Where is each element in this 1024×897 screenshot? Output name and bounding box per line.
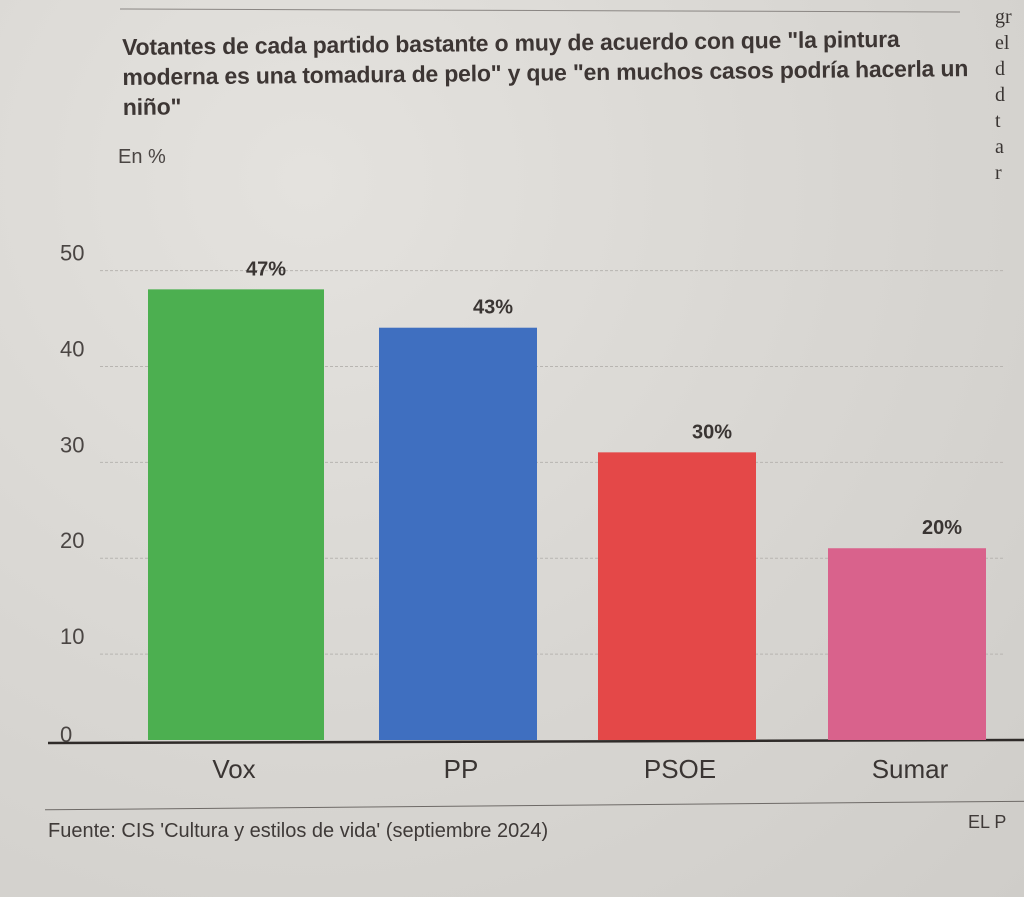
y-tick-label: 30 <box>60 432 84 457</box>
adjacent-column-text: gr el d d t a r <box>995 4 1024 186</box>
x-category-label: Sumar <box>872 754 949 784</box>
y-tick-label: 10 <box>60 624 84 649</box>
side-text-line: gr <box>995 6 1012 28</box>
y-tick-label: 50 <box>60 241 84 266</box>
x-category-label: PP <box>444 754 479 784</box>
side-text-line: r <box>995 162 1002 184</box>
y-tick-label: 20 <box>60 528 84 553</box>
data-label: 47% <box>246 258 286 280</box>
data-label: 30% <box>692 421 732 443</box>
x-axis-line <box>47 738 1024 745</box>
publisher-brand: EL P <box>968 812 1007 832</box>
source-note: Fuente: CIS 'Cultura y estilos de vida' … <box>48 820 549 842</box>
unit-label: En % <box>118 146 166 168</box>
bar-vox <box>148 289 324 740</box>
side-text-line: t <box>995 110 1001 132</box>
data-label: 20% <box>922 517 962 539</box>
side-text-line: el <box>995 32 1010 54</box>
x-category-label: PSOE <box>644 754 716 784</box>
side-text-line: d <box>995 58 1005 80</box>
bar-psoe <box>598 452 756 740</box>
bar-sumar <box>828 548 986 740</box>
bar-pp <box>379 327 537 740</box>
data-label: 43% <box>473 297 513 319</box>
side-text-line: d <box>995 84 1005 106</box>
y-tick-label: 40 <box>60 336 84 361</box>
y-tick-label: 0 <box>60 722 72 747</box>
side-text-line: a <box>995 136 1004 158</box>
x-category-label: Vox <box>212 754 255 784</box>
